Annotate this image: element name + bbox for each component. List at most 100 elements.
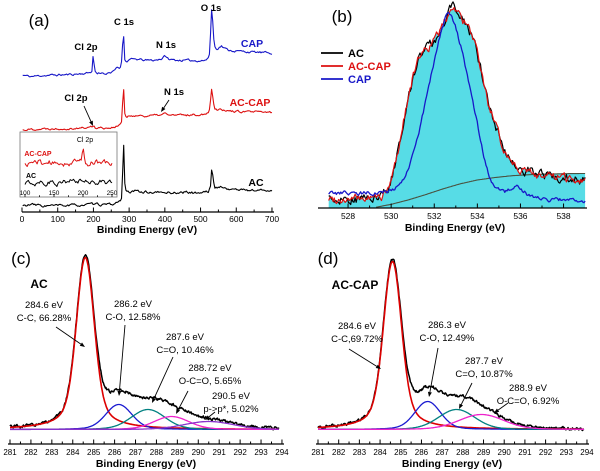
- x-tick-label: 290: [192, 448, 206, 457]
- annotation-line1: 287.7 eV: [465, 356, 504, 367]
- annotation-line1: 290.5 eV: [212, 391, 251, 402]
- x-tick-label: 200: [86, 214, 100, 224]
- x-tick-label: 286: [108, 448, 122, 457]
- annotation-line2: C-C,69.72%: [331, 334, 383, 345]
- component-pi-pi*-curve: [9, 420, 279, 431]
- x-tick-label: 291: [518, 448, 532, 457]
- inset-cl2p: 100 150 200 250 Cl 2p AC-CAP AC: [20, 131, 118, 198]
- annotation-line2: C-O, 12.58%: [106, 312, 161, 323]
- x-tick-label: 284: [373, 448, 387, 457]
- series-CAP-curve: [22, 9, 273, 78]
- x-tick-label: 534: [470, 211, 484, 221]
- annotation-2-line: [460, 382, 473, 405]
- x-tick-label: 288: [150, 448, 164, 457]
- x-tick-label: 283: [45, 448, 59, 457]
- x-tick-label: 291: [213, 448, 227, 457]
- inset-series-AC-CAP: [24, 148, 113, 167]
- legend-label-CAP: CAP: [348, 74, 371, 86]
- panel-tag-c: (c): [11, 249, 31, 268]
- x-axis-title: Binding Energy (eV): [402, 458, 502, 470]
- x-tick-label: 293: [254, 448, 268, 457]
- series-AC-CAP-curve: [328, 6, 586, 205]
- annotation-line1: 284.6 eV: [338, 321, 377, 332]
- series-AC-curve: [328, 1, 586, 206]
- x-tick-label: 293: [560, 448, 574, 457]
- panel-a: 0 100 200 300 400 500 600 700 Binding Energy (eV…: [20, 3, 280, 236]
- annotation-4-line: [208, 411, 216, 418]
- sample-label: AC: [30, 277, 48, 291]
- annotation-1-line: [118, 324, 126, 392]
- pointer-arrowhead: [89, 120, 93, 126]
- peak-label: AC: [248, 177, 264, 189]
- inset-tick-label: 250: [107, 190, 118, 197]
- x-tick-label: 292: [539, 448, 553, 457]
- inset-tick-label: 150: [49, 190, 60, 197]
- annotation-3-arrowhead: [494, 408, 500, 413]
- annotation-line2: C-C, 66.28%: [17, 313, 72, 324]
- legend-label-AC-CAP: AC-CAP: [348, 61, 391, 73]
- x-tick-label: 287: [129, 448, 143, 457]
- inset-label: Cl 2p: [77, 137, 93, 144]
- legend-label-AC: AC: [348, 48, 364, 60]
- peak-label: CAP: [241, 38, 263, 50]
- panel-c: 281 282 283 284 285 286 287 288 289 290 291 292 293 2…: [3, 249, 289, 470]
- x-tick-label: 282: [332, 448, 346, 457]
- annotation-line1: 286.2 eV: [114, 299, 153, 310]
- x-tick-label: 283: [353, 448, 367, 457]
- x-tick-label: 285: [87, 448, 101, 457]
- series-CAP-curve: [328, 12, 586, 204]
- series-AC-CAP-curve: [22, 88, 273, 132]
- panel-tag-d: (d): [318, 249, 339, 268]
- peak-label: O 1s: [201, 3, 222, 14]
- x-tick-label: 290: [498, 448, 512, 457]
- x-tick-label: 538: [556, 211, 570, 221]
- x-axis-title: Binding Energy (eV): [405, 222, 505, 234]
- component-O-C=O-curve: [317, 413, 584, 431]
- annotation-1-line: [429, 347, 439, 393]
- x-tick-label: 289: [477, 448, 491, 457]
- panel-d: 281 282 283 284 285 286 287 288 289 290 291 292 293 2…: [311, 249, 594, 470]
- inset-label: AC-CAP: [24, 151, 52, 158]
- x-tick-label: 281: [311, 448, 325, 457]
- x-tick-label: 287: [435, 448, 449, 457]
- inset-label: AC: [26, 173, 36, 180]
- peak-label: AC-CAP: [230, 97, 271, 109]
- x-tick-label: 536: [513, 211, 527, 221]
- x-tick-label: 294: [580, 448, 594, 457]
- x-tick-label: 286: [415, 448, 429, 457]
- x-tick-label: 600: [229, 214, 243, 224]
- peak-label: N 1s: [156, 40, 176, 51]
- x-tick-label: 528: [341, 211, 355, 221]
- x-tick-label: 100: [51, 214, 65, 224]
- inset-tick-label: 100: [20, 190, 31, 197]
- annotation-line1: 286.3 eV: [428, 320, 467, 331]
- annotation-4-arrowhead: [205, 415, 211, 420]
- x-tick-label: 300: [122, 214, 136, 224]
- peak-label: C 1s: [114, 17, 134, 28]
- x-tick-label: 281: [3, 448, 17, 457]
- panel-tag-a: (a): [29, 11, 50, 30]
- annotation-3-arrowhead: [176, 408, 181, 414]
- annotation-3-line: [497, 402, 509, 411]
- annotation-2-arrowhead: [459, 403, 464, 409]
- annotation-line2: p->p*, 5.02%: [203, 404, 259, 415]
- annotation-line2: C=O, 10.46%: [156, 345, 214, 356]
- annotation-1-arrowhead: [427, 391, 432, 397]
- o1s-filled-area: [328, 7, 586, 208]
- panel-tag-b: (b): [332, 7, 353, 26]
- inset-tick-label: 200: [78, 190, 89, 197]
- x-tick-label: 292: [233, 448, 247, 457]
- annotation-line1: 284.6 eV: [25, 300, 64, 311]
- annotation-0-arrowhead: [79, 342, 85, 347]
- peak-label: N 1s: [164, 87, 184, 98]
- annotation-line2: O-C=O, 5.65%: [179, 376, 242, 387]
- x-tick-label: 294: [275, 448, 289, 457]
- x-axis-title: Binding Energy (eV): [96, 458, 196, 470]
- x-tick-label: 532: [427, 211, 441, 221]
- x-tick-label: 288: [456, 448, 470, 457]
- annotation-line1: 288.9 eV: [509, 383, 548, 394]
- annotation-line2: O-C=O, 6.92%: [497, 396, 560, 407]
